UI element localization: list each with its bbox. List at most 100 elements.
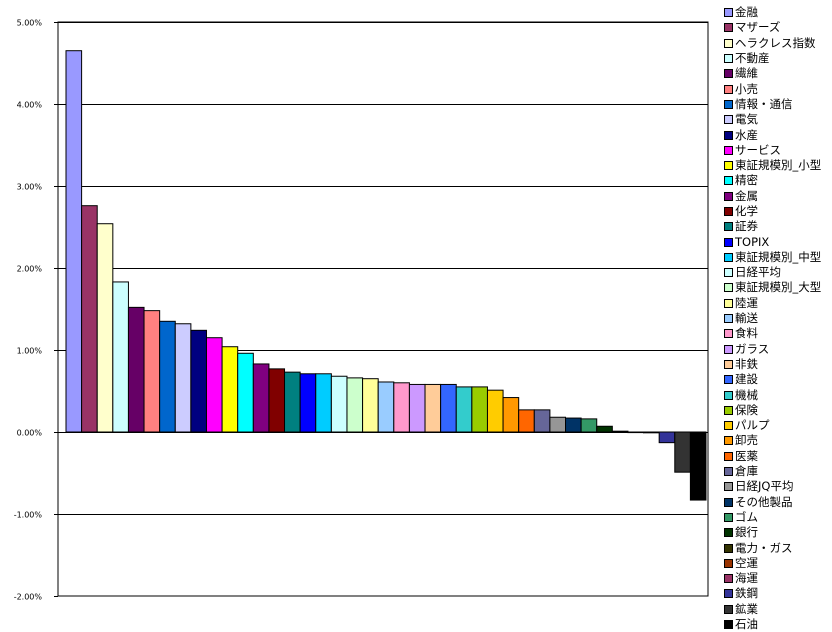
legend-swatch <box>724 99 733 109</box>
legend-item: その他製品 <box>724 495 821 510</box>
legend-label: TOPIX <box>735 234 770 249</box>
bar-鉱業 <box>674 431 691 473</box>
legend-swatch <box>724 329 733 339</box>
legend-item: 東証規模別_中型 <box>724 250 821 265</box>
legend-item: 日経平均 <box>724 265 821 280</box>
bar-東証規模別_大型 <box>346 377 364 433</box>
bar-化学 <box>268 368 286 433</box>
legend-item: マザーズ <box>724 20 821 35</box>
legend-item: 不動産 <box>724 51 821 66</box>
legend-label: 東証規模別_中型 <box>735 249 822 264</box>
bar-海運 <box>643 431 660 434</box>
y-tick-label: 1.00% <box>17 347 43 356</box>
y-tick-label: 4.00% <box>17 101 43 110</box>
bar-その他製品 <box>565 417 582 433</box>
legend-swatch <box>724 237 733 247</box>
bar-情報・通信 <box>159 320 176 433</box>
bar-サービス <box>205 337 223 433</box>
legend-item: 情報・通信 <box>724 97 821 112</box>
legend-swatch <box>724 130 733 140</box>
bar-輸送 <box>377 381 395 433</box>
bar-金属 <box>252 363 270 433</box>
legend-label: ゴム <box>735 509 758 524</box>
legend-swatch <box>724 69 733 79</box>
legend-swatch <box>724 359 733 369</box>
legend-label: 電力・ガス <box>735 540 793 555</box>
bar-不動産 <box>112 281 129 433</box>
legend-label: 小売 <box>735 81 758 96</box>
legend-label: 倉庫 <box>735 464 758 479</box>
bar-保険 <box>471 386 488 433</box>
legend-item: 化学 <box>724 204 821 219</box>
legend-swatch <box>724 467 733 477</box>
legend-item: 海運 <box>724 571 821 586</box>
legend-swatch <box>724 375 733 385</box>
legend-label: 海運 <box>735 571 758 586</box>
bar-電気 <box>174 323 192 433</box>
legend-item: 食料 <box>724 326 821 341</box>
legend-label: 銀行 <box>735 525 758 540</box>
legend-item: 電気 <box>724 112 821 127</box>
legend-swatch <box>724 84 733 94</box>
legend-item: TOPIX <box>724 234 821 249</box>
bar-パルプ <box>486 389 504 433</box>
legend-swatch <box>724 604 733 614</box>
legend-label: 鉱業 <box>735 601 758 616</box>
bar-銀行 <box>596 425 613 433</box>
legend-swatch <box>724 176 733 186</box>
legend-item: 金属 <box>724 189 821 204</box>
legend-swatch <box>724 436 733 446</box>
legend-label: 輸送 <box>735 311 758 326</box>
legend-item: 機械 <box>724 387 821 402</box>
legend-label: 東証規模別_小型 <box>735 158 822 173</box>
legend-label: 空運 <box>735 555 758 570</box>
legend-swatch <box>724 528 733 538</box>
legend-label: その他製品 <box>735 494 793 509</box>
bar-建設 <box>440 383 457 433</box>
legend-label: 日経JQ平均 <box>735 479 794 494</box>
bar-証券 <box>284 371 301 433</box>
legend-item: 鉄鋼 <box>724 586 821 601</box>
legend-swatch <box>724 268 733 278</box>
legend-label: 非鉄 <box>735 356 758 371</box>
legend-swatch <box>724 222 733 232</box>
bar-東証規模別_小型 <box>221 346 239 433</box>
legend-item: 建設 <box>724 372 821 387</box>
legend-swatch <box>724 23 733 33</box>
legend-item: 水産 <box>724 127 821 142</box>
legend-item: 非鉄 <box>724 357 821 372</box>
legend-item: 小売 <box>724 81 821 96</box>
legend-swatch <box>724 344 733 354</box>
legend-item: ゴム <box>724 510 821 525</box>
legend-swatch <box>724 252 733 262</box>
y-tick-label: 0.00% <box>17 429 43 438</box>
legend-item: 銀行 <box>724 525 821 540</box>
bar-非鉄 <box>424 383 442 433</box>
legend-label: 電気 <box>735 112 758 127</box>
legend-item: 石油 <box>724 617 821 632</box>
legend-label: ガラス <box>735 341 770 356</box>
legend-swatch <box>724 405 733 415</box>
legend-swatch <box>724 145 733 155</box>
plot-area <box>57 21 709 597</box>
legend-label: 水産 <box>735 127 758 142</box>
bar-食料 <box>393 382 410 433</box>
legend-swatch <box>724 543 733 553</box>
bar-TOPIX <box>299 373 317 433</box>
legend-item: 空運 <box>724 556 821 571</box>
legend-swatch <box>724 421 733 431</box>
legend-label: 機械 <box>735 387 758 402</box>
bar-卸売 <box>502 397 520 433</box>
legend-item: ガラス <box>724 342 821 357</box>
legend-item: 電力・ガス <box>724 540 821 555</box>
legend-item: パルプ <box>724 418 821 433</box>
bar-機械 <box>455 386 473 433</box>
legend-item: 陸運 <box>724 296 821 311</box>
y-tick-label: -1.00% <box>14 511 43 520</box>
legend-label: サービス <box>735 142 781 157</box>
bar-日経JQ平均 <box>549 416 567 433</box>
legend-label: 金属 <box>735 188 758 203</box>
legend-label: 化学 <box>735 204 758 218</box>
bar-小売 <box>143 310 161 433</box>
legend-item: 医薬 <box>724 449 821 464</box>
